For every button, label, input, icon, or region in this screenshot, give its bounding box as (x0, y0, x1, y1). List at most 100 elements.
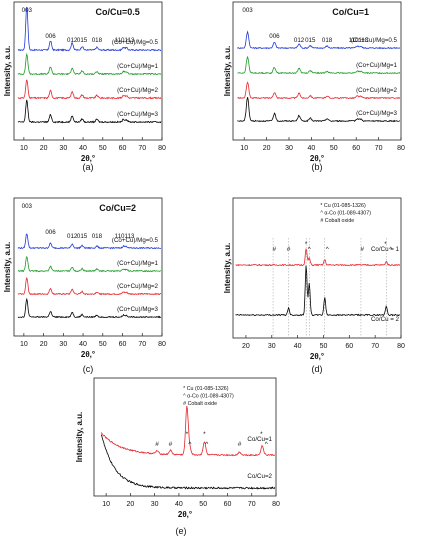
series-label: Co/Cu = 2 (371, 316, 400, 323)
phase-marker: ^ (188, 441, 192, 448)
peak-index-label: 006 (45, 229, 56, 236)
x-axis-label: 2θ,° (310, 154, 324, 163)
x-tick-label: 60 (224, 501, 232, 508)
series-line-1 (100, 434, 276, 490)
peak-index-label: 015 (77, 37, 88, 44)
legend-entry: # Cobalt oxide (183, 401, 217, 407)
x-tick-label: 60 (345, 343, 353, 350)
series-line-0 (237, 30, 401, 50)
series-line-1 (235, 265, 401, 317)
series-label: (Co+Cu)/Mg=3 (117, 306, 158, 313)
x-tick-label: 30 (285, 145, 293, 152)
panel-title: Co/Cu=2 (99, 203, 136, 213)
x-tick-label: 20 (40, 145, 48, 152)
peak-index-label: 003 (22, 7, 33, 14)
series-line-2 (17, 276, 162, 296)
x-tick-label: 50 (330, 145, 338, 152)
plot-frame (93, 377, 277, 497)
y-axis-label: Intensity, a.u. (3, 46, 12, 97)
x-tick-label: 10 (240, 145, 248, 152)
x-tick-label: 60 (119, 341, 127, 348)
phase-marker: # (273, 246, 277, 253)
plot-frame (232, 197, 402, 339)
series-line-3 (17, 99, 162, 124)
phase-marker: # (155, 441, 159, 448)
series-label: (Co+Cu)/Mg=2 (117, 87, 158, 94)
series-label: (Co+Cu)/Mg=1 (356, 62, 397, 69)
x-tick-label: 80 (272, 501, 280, 508)
series-label: (Co+Cu)/Mg=3 (356, 110, 397, 117)
phase-marker: # (287, 246, 291, 253)
series-line-1 (17, 255, 162, 273)
series-label: (Co+Cu)/Mg=2 (356, 87, 397, 94)
phase-marker: ^ (265, 441, 269, 448)
phase-marker: # (360, 246, 364, 253)
series-label: (Co+Cu)/Mg=0.5 (112, 237, 159, 244)
legend-entry: # Cobalt oxide (320, 218, 354, 224)
x-tick-label: 30 (268, 343, 276, 350)
series-line-0 (235, 248, 401, 267)
panel-caption: (b) (312, 162, 323, 172)
phase-marker: ^ (308, 246, 312, 253)
peak-index-label: 110113 (115, 37, 135, 44)
y-axis-label: Intensity, a.u. (223, 243, 232, 294)
x-tick-label: 50 (199, 501, 207, 508)
phase-marker: ^ (326, 246, 330, 253)
x-tick-label: 40 (294, 343, 302, 350)
peak-index-label: 012 (67, 37, 78, 44)
x-tick-label: 60 (119, 145, 127, 152)
peak-index-label: 003 (242, 7, 253, 14)
peak-index-label: 018 (92, 37, 103, 44)
series-label: Co/Cu=1 (247, 436, 272, 443)
panel-caption: (c) (83, 364, 94, 374)
x-tick-label: 70 (138, 145, 146, 152)
x-tick-label: 20 (242, 343, 250, 350)
legend-entry: ^ α-Co (01-089-4307) (183, 394, 234, 400)
phase-marker: # (169, 441, 173, 448)
phase-marker: * (305, 241, 308, 248)
series-label: (Co+Cu)/Mg=1 (117, 260, 158, 267)
plot-frame (13, 197, 163, 337)
y-axis-label: Intensity, a.u. (223, 46, 232, 97)
peak-index-label: 110113 (349, 37, 369, 44)
x-tick-label: 30 (59, 341, 67, 348)
x-tick-label: 80 (158, 145, 166, 152)
x-tick-label: 20 (40, 341, 48, 348)
phase-marker: ^ (205, 441, 209, 448)
series-label: Co/Cu=2 (247, 473, 272, 480)
x-tick-label: 70 (375, 145, 383, 152)
phase-marker: * (203, 431, 206, 438)
x-tick-label: 80 (397, 343, 405, 350)
x-tick-label: 50 (320, 343, 328, 350)
phase-marker: * (384, 241, 387, 248)
y-axis-label: Intensity, a.u. (3, 242, 12, 293)
x-tick-label: 80 (397, 145, 405, 152)
x-axis-label: 2θ,° (81, 154, 95, 163)
peak-index-label: 015 (305, 37, 316, 44)
peak-index-label: 015 (77, 233, 88, 240)
x-tick-label: 70 (248, 501, 256, 508)
panel-b: 10 20 30 40 50 60 70 80 2θ,° Intensity, a.u. Co/Cu… (223, 1, 405, 172)
panel-e: 10 20 30 40 50 60 70 80 2θ,° Intensity, a.u. * Cu … (75, 377, 280, 536)
series-label: (Co+Cu)/Mg=0.5 (112, 39, 159, 46)
x-tick-label: 50 (99, 145, 107, 152)
x-tick-label: 40 (175, 501, 183, 508)
plot-frame (232, 1, 402, 141)
peak-index-label: 018 (92, 233, 103, 240)
series-label: (Co+Cu)/Mg=0.5 (351, 37, 398, 44)
x-tick-label: 10 (20, 145, 28, 152)
x-axis-label: 2θ,° (310, 352, 324, 361)
series-line-0 (17, 6, 162, 52)
x-axis-label: 2θ,° (178, 510, 192, 519)
peak-index-label: 110113 (115, 233, 135, 240)
x-tick-label: 40 (79, 341, 87, 348)
x-tick-label: 70 (138, 341, 146, 348)
x-tick-label: 80 (158, 341, 166, 348)
legend-entry: ^ α-Co (01-089-4307) (320, 211, 371, 217)
x-tick-label: 40 (308, 145, 316, 152)
panel-a: 10 20 30 40 50 60 70 80 2θ,° Intensity, a.u. Co/Cu… (3, 1, 166, 172)
peak-index-label: 018 (322, 37, 333, 44)
series-label: (Co+Cu)/Mg=1 (117, 63, 158, 70)
peak-index-label: 006 (45, 33, 56, 40)
x-tick-label: 30 (151, 501, 159, 508)
